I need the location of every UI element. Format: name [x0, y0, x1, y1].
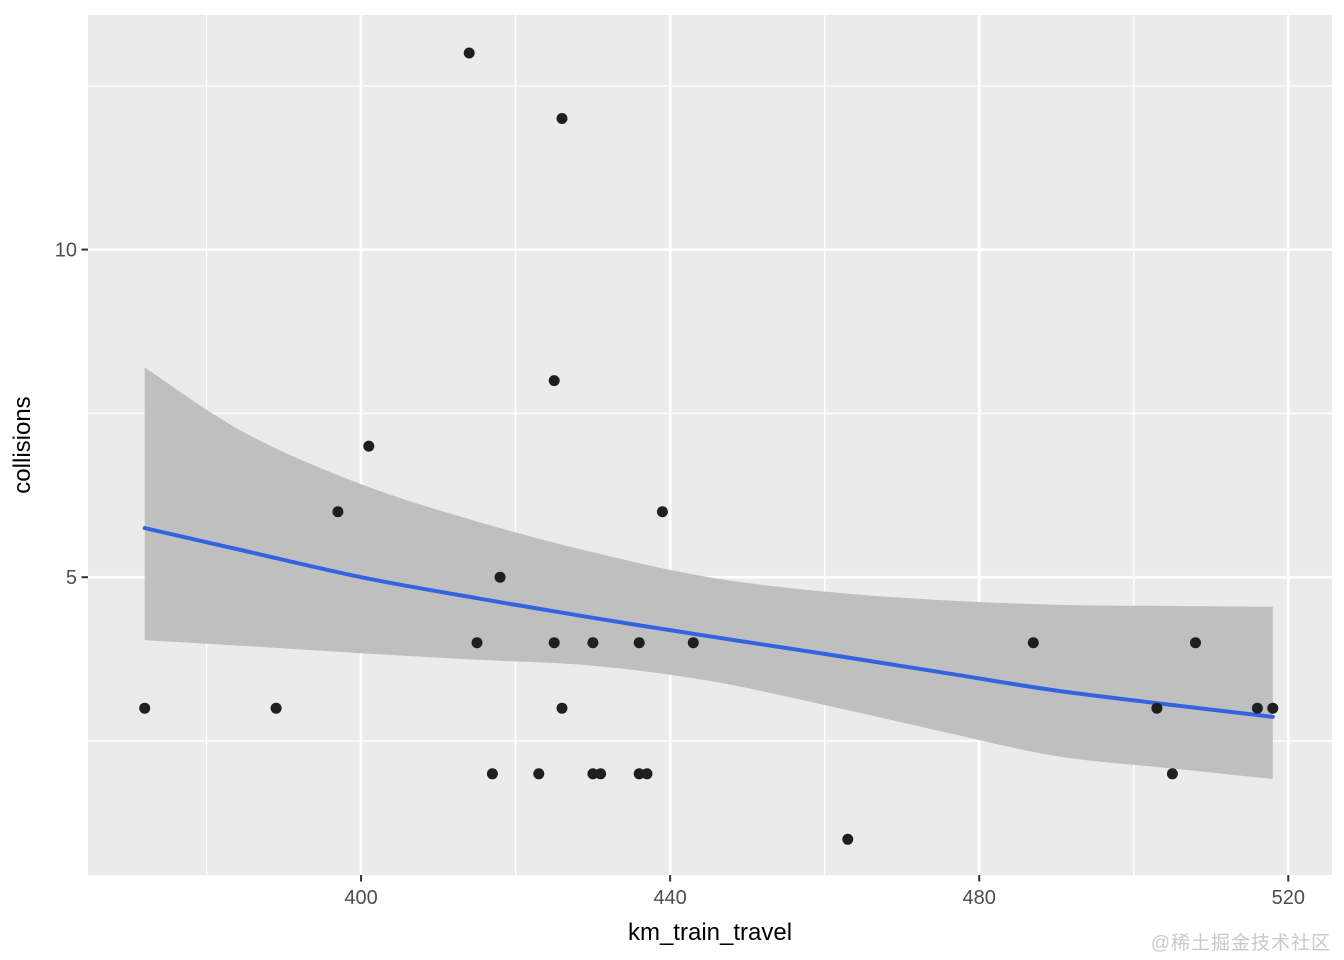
- data-point: [587, 637, 599, 649]
- data-point: [139, 702, 151, 714]
- data-point: [556, 702, 568, 714]
- y-tick-label-10: 10: [55, 240, 77, 262]
- axes-layer: 400 440 480 520 5 10: [55, 240, 1305, 909]
- confidence-band: [144, 367, 1273, 779]
- data-point: [587, 768, 599, 780]
- x-tick-label-480: 480: [963, 887, 996, 909]
- watermark: @稀土掘金技术社区: [1151, 932, 1331, 954]
- data-point: [548, 375, 560, 387]
- data-point: [656, 506, 668, 518]
- data-points-layer: [139, 47, 1279, 845]
- minor-gridlines-layer: [88, 15, 1332, 875]
- data-point: [633, 637, 645, 649]
- data-point: [1190, 637, 1201, 649]
- data-point: [641, 768, 653, 780]
- data-point: [471, 637, 483, 649]
- data-point: [1151, 702, 1163, 714]
- data-point: [1166, 768, 1178, 780]
- smooth-line-layer: [142, 526, 1275, 719]
- x-tick-label-440: 440: [653, 887, 686, 909]
- data-point: [363, 440, 375, 452]
- y-tick-label-5: 5: [66, 567, 77, 589]
- data-point: [1251, 702, 1263, 714]
- x-axis-title: km_train_travel: [628, 919, 792, 946]
- data-point: [595, 768, 607, 780]
- y-axis-title: collisions: [9, 396, 36, 493]
- data-point: [463, 47, 475, 59]
- data-point: [486, 768, 498, 780]
- data-point: [1027, 637, 1039, 649]
- data-point: [633, 768, 645, 780]
- smooth-regression-line: [142, 526, 1275, 719]
- x-tick-label-400: 400: [344, 887, 377, 909]
- data-point: [270, 702, 282, 714]
- x-tick-label-520: 520: [1272, 887, 1305, 909]
- data-point: [556, 113, 568, 124]
- data-point: [687, 637, 699, 649]
- data-point: [494, 571, 506, 583]
- data-point: [533, 768, 545, 780]
- confidence-band-layer: [144, 367, 1273, 779]
- data-point: [1267, 702, 1279, 714]
- data-point: [842, 833, 854, 845]
- data-point: [332, 506, 344, 518]
- data-point: [548, 637, 560, 649]
